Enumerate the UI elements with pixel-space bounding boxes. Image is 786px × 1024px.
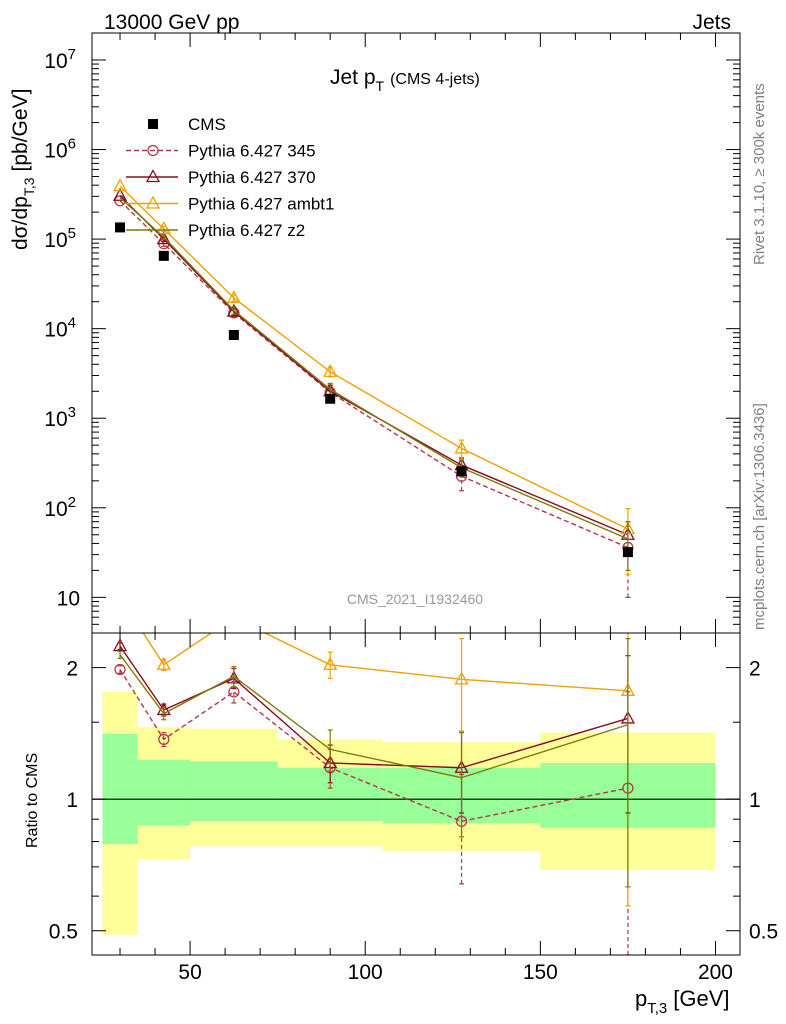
series-line-z2 xyxy=(119,197,629,540)
chart-title-suffix: (CMS 4-jets) xyxy=(390,71,480,88)
series-line-p345 xyxy=(119,200,629,549)
series-z2 xyxy=(119,197,631,571)
cms-data-point xyxy=(158,250,169,261)
y-tick-label: 105 xyxy=(44,225,76,252)
y-tick-base: 10 xyxy=(44,408,67,431)
chart-title-main: Jet p xyxy=(330,66,376,89)
uncertainty-band-inner xyxy=(102,733,138,844)
y-tick-base: 10 xyxy=(44,140,67,163)
series-line-p370 xyxy=(119,645,629,769)
ratio-y-tick-label-right: 2 xyxy=(749,658,761,681)
y-tick-base: 10 xyxy=(44,229,67,252)
y-tick-exponent: 3 xyxy=(68,404,76,421)
y-tick-label: 103 xyxy=(44,404,76,431)
legend-label-z2: Pythia 6.427 z2 xyxy=(188,221,305,240)
legend-marker-ambt1 xyxy=(145,195,161,209)
y-axis-label-main: dσ/dp xyxy=(9,196,32,250)
main-plot-area xyxy=(112,178,636,598)
y-tick-base: 10 xyxy=(44,50,67,73)
ratio-y-axis-label: Ratio to CMS xyxy=(24,753,41,848)
point-ambt1 xyxy=(323,363,338,377)
point-p370 xyxy=(112,638,128,652)
ratio-plot-area xyxy=(92,633,740,955)
x-tick-label: 50 xyxy=(178,961,201,984)
side-text-bottom: mcplots.cern.ch [arXiv:1306.3436] xyxy=(751,403,768,630)
point-ambt1 xyxy=(454,671,469,685)
x-tick-label: 150 xyxy=(523,961,558,984)
point-p370 xyxy=(156,231,171,245)
ratio-y-tick-label-left: 1 xyxy=(66,789,78,812)
legend-label-p370: Pythia 6.427 370 xyxy=(188,168,316,187)
y-tick-label: 102 xyxy=(44,494,76,521)
y-tick-base: 10 xyxy=(57,587,80,610)
legend-marker-p370 xyxy=(145,169,161,183)
y-tick-exponent: 5 xyxy=(68,225,76,242)
legend-cms-label: CMS xyxy=(188,115,226,134)
legend-label-p345: Pythia 6.427 345 xyxy=(188,142,316,161)
y-tick-exponent: 7 xyxy=(68,46,76,63)
y-axis-label: dσ/dpT,3 [pb/GeV] xyxy=(9,89,37,250)
ratio-y-tick-label-right: 0.5 xyxy=(749,921,778,944)
y-tick-label: 10 xyxy=(57,587,80,610)
chart-title: Jet pT (CMS 4-jets) xyxy=(330,66,480,94)
series-line-z2 xyxy=(119,654,629,779)
series-line-p370 xyxy=(119,195,629,536)
legend-marker-p345 xyxy=(147,144,159,157)
cms-data-point xyxy=(622,547,633,558)
y-tick-label: 106 xyxy=(44,136,76,163)
y-axis-label-unit: [pb/GeV] xyxy=(9,89,32,172)
y-tick-exponent: 4 xyxy=(68,315,76,332)
ratio-panel: 0.5 0.5 1 1 2 2 50 100 150 200 Ratio to CMS pT,3 [Ge… xyxy=(24,632,778,1017)
series-p370 xyxy=(112,187,636,556)
point-p345 xyxy=(114,663,126,676)
legend: CMS Pythia 6.427 345 Pythia 6.427 370 Pythi… xyxy=(126,115,334,240)
point-ambt1 xyxy=(226,290,241,304)
legend-cms-marker xyxy=(148,119,158,129)
chart-title-sub: T xyxy=(376,78,385,94)
y-tick-base: 10 xyxy=(44,319,67,342)
legend-label-ambt1: Pythia 6.427 ambt1 xyxy=(188,195,334,214)
x-axis-label-main: p xyxy=(635,986,647,1011)
ratio-y-tick-label-left: 0.5 xyxy=(49,921,78,944)
uncertainty-band-inner xyxy=(190,761,278,822)
point-p370 xyxy=(226,303,241,317)
point-ambt1 xyxy=(112,178,128,192)
uncertainty-band-inner xyxy=(137,759,191,826)
cms-data-point xyxy=(115,222,126,233)
series-z2 xyxy=(117,638,631,888)
ratio-y-tick-label-right: 1 xyxy=(749,789,761,812)
side-text-top: Rivet 3.1.10, ≥ 300k events xyxy=(751,83,768,265)
y-tick-label: 104 xyxy=(44,315,76,342)
header-left: 13000 GeV pp xyxy=(104,11,239,34)
cms-data-point xyxy=(325,393,336,404)
x-axis-label-unit: [GeV] xyxy=(673,986,729,1011)
cms-data-point xyxy=(228,329,239,340)
y-tick-base: 10 xyxy=(44,498,67,521)
x-axis-label: pT,3 [GeV] xyxy=(635,986,730,1017)
point-ambt1 xyxy=(156,656,171,670)
watermark: CMS_2021_I1932460 xyxy=(347,591,483,607)
ratio-frame xyxy=(91,632,741,956)
x-tick-label: 200 xyxy=(698,961,733,984)
point-p345 xyxy=(158,733,170,746)
ratio-y-tick-label-left: 2 xyxy=(66,658,78,681)
point-ambt1 xyxy=(323,656,338,670)
series-line-ambt1 xyxy=(142,633,628,692)
point-ambt1 xyxy=(454,440,469,454)
series-line-p345 xyxy=(119,669,629,823)
cms-data-point xyxy=(456,466,467,477)
header-right: Jets xyxy=(692,11,731,34)
x-tick-label: 100 xyxy=(348,961,383,984)
series-line-ambt1 xyxy=(119,185,629,530)
y-tick-exponent: 6 xyxy=(68,136,76,153)
point-p370 xyxy=(112,187,128,201)
y-tick-label: 107 xyxy=(44,46,76,73)
y-tick-exponent: 2 xyxy=(68,494,76,511)
y-axis-label-sub: T,3 xyxy=(21,177,37,196)
point-ambt1 xyxy=(156,221,171,235)
x-axis-label-sub: T,3 xyxy=(647,1000,667,1017)
